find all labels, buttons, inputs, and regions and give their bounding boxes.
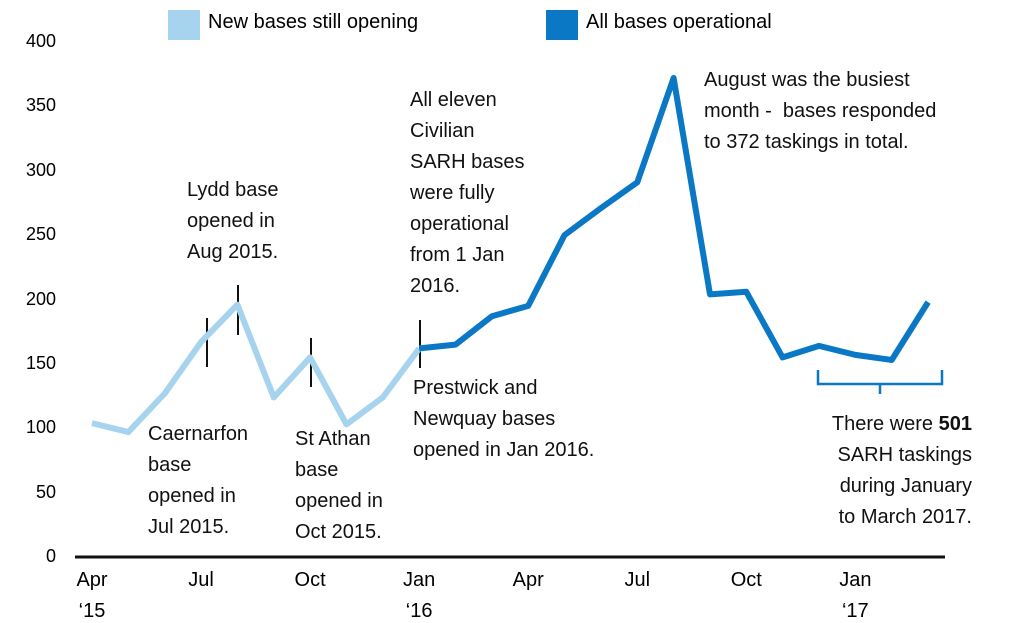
annotation-line: month - bases responded <box>704 100 937 122</box>
y-tick-label: 50 <box>35 481 56 502</box>
annotation-line: base <box>295 459 339 481</box>
x-tick-label: Jan ‘16 <box>403 569 436 622</box>
legend-label: All bases operational <box>586 11 772 33</box>
y-tick-label: 100 <box>25 417 56 438</box>
annotation: St Athan base opened in Oct 2015. <box>295 424 383 548</box>
annotation-line: Lydd base <box>187 179 279 201</box>
x-tick-label: Jul <box>188 569 214 591</box>
series-line <box>418 75 931 363</box>
legend-label: New bases still opening <box>208 11 419 33</box>
x-tick-label: Oct <box>294 569 326 591</box>
series-line <box>91 301 422 436</box>
annotation-text: There were <box>831 413 934 435</box>
annotation-line: from 1 Jan <box>410 244 505 266</box>
y-tick-label: 150 <box>25 352 56 373</box>
annotation-line: August was the busiest <box>704 69 910 91</box>
annotation: August was the busiest month - bases resp… <box>704 65 936 158</box>
legend-swatch <box>168 10 200 40</box>
x-tick-label: Apr ‘15 <box>76 569 108 622</box>
annotation: Prestwick and Newquay bases opened in Jan … <box>413 373 594 466</box>
annotation-line: All eleven <box>410 89 497 111</box>
annotation-line: Civilian <box>410 120 475 142</box>
annotation: Lydd base opened in Aug 2015. <box>187 175 279 268</box>
y-tick-label: 200 <box>25 288 56 309</box>
annotation-line: base <box>148 454 192 476</box>
annotation-line: There were 501 <box>832 409 972 440</box>
annotation-line: Oct 2015. <box>295 521 382 543</box>
annotation-line: Newquay bases <box>413 408 556 430</box>
markers <box>206 285 421 387</box>
annotation-line: SARH bases <box>410 151 525 173</box>
annotation: All eleven Civilian SARH bases were fully op… <box>410 85 525 302</box>
y-tick-label: 350 <box>25 95 56 116</box>
annotation-line: Jul 2015. <box>148 516 230 538</box>
annotation-line: to March 2017. <box>838 506 972 528</box>
legend-swatch <box>546 10 578 40</box>
annotation-line: Prestwick and <box>413 377 538 399</box>
annotation-text: 501 <box>938 413 972 435</box>
annotation-line: operational <box>410 213 509 235</box>
annotation-line: opened in <box>148 485 236 507</box>
annotation-line: St Athan <box>295 428 371 450</box>
annotation-line: Aug 2015. <box>187 241 279 263</box>
annotation-line: opened in Jan 2016. <box>413 439 595 461</box>
annotation: Caernarfon base opened in Jul 2015. <box>148 419 248 543</box>
annotation-line: Caernarfon <box>148 423 249 445</box>
x-tick-label: Jul <box>624 569 651 591</box>
y-tick-label: 400 <box>25 31 56 51</box>
x-tick-label: Jan ‘17 <box>839 569 872 622</box>
annotation-line: were fully <box>410 182 495 204</box>
y-tick-label: 300 <box>25 159 56 180</box>
annotation-line: SARH taskings <box>837 444 973 466</box>
y-tick-label: 250 <box>25 224 56 245</box>
bracket <box>816 370 944 394</box>
annotation-line: during January <box>839 475 972 497</box>
x-tick-label: Apr <box>512 569 544 591</box>
x-tick-label: Oct <box>730 569 762 591</box>
annotation-line: to 372 taskings in total. <box>704 131 909 153</box>
y-tick-label: 0 <box>45 546 56 566</box>
annotation: There were 501 SARH taskings during Januar… <box>832 409 972 533</box>
annotation-line: opened in <box>295 490 383 512</box>
annotation-line: opened in <box>187 210 275 232</box>
annotation-line: 2016. <box>410 275 461 297</box>
